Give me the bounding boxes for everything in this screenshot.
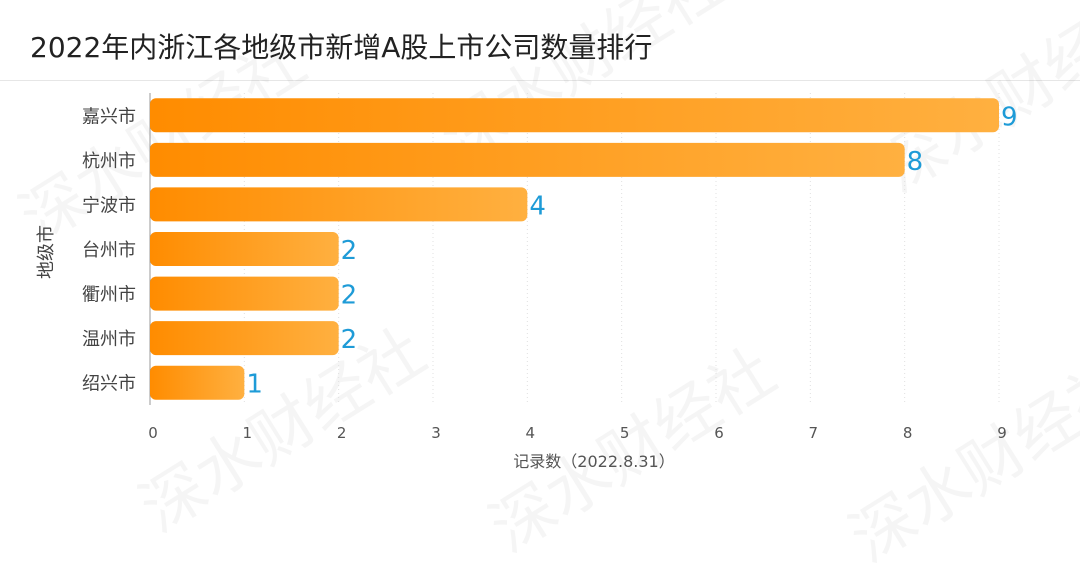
x-tick-label: 8 xyxy=(903,424,913,442)
bar xyxy=(150,232,339,266)
x-tick-label: 2 xyxy=(337,424,347,442)
bar xyxy=(150,142,905,177)
x-tick-label: 5 xyxy=(620,424,630,442)
data-label: 2 xyxy=(341,281,358,311)
bar xyxy=(150,365,245,400)
data-label: 2 xyxy=(341,325,358,355)
x-tick-label: 9 xyxy=(997,424,1007,442)
x-axis-title: 记录数（2022.8.31） xyxy=(513,452,674,471)
y-tick-label: 杭州市 xyxy=(82,151,136,172)
bar xyxy=(150,98,999,133)
y-tick-label: 嘉兴市 xyxy=(82,106,136,127)
y-tick-label: 绍兴市 xyxy=(82,374,136,395)
x-tick-label: 7 xyxy=(809,424,819,442)
y-tick-label: 台州市 xyxy=(82,240,136,261)
y-tick-label: 温州市 xyxy=(82,329,136,350)
bar xyxy=(150,321,339,356)
data-label: 1 xyxy=(246,370,263,400)
labels: 0 1 2 3 4 5 6 7 8 9 嘉兴市 9 杭州市 8 宁波市 4 台州市 2 衢州市 2 温州市 2 绍兴市 1 记录… xyxy=(36,102,1018,471)
data-label: 2 xyxy=(341,236,358,266)
data-label: 9 xyxy=(1001,102,1018,132)
bar xyxy=(150,276,339,311)
bar-chart: 0 1 2 3 4 5 6 7 8 9 嘉兴市 9 杭州市 8 宁波市 4 台州市 2 衢州市 2 温州市 2 绍兴市 1 记录… xyxy=(36,93,1018,471)
chart-title: 2022年内浙江各地级市新增A股上市公司数量排行 xyxy=(30,31,653,64)
y-tick-label: 衢州市 xyxy=(82,285,136,306)
y-tick-label: 宁波市 xyxy=(82,195,136,216)
title-divider xyxy=(0,80,1080,81)
x-tick-label: 0 xyxy=(148,424,158,442)
x-tick-label: 6 xyxy=(714,424,724,442)
y-axis-title: 地级市 xyxy=(36,225,57,279)
bar xyxy=(150,187,528,222)
data-label: 4 xyxy=(529,191,546,221)
x-tick-label: 4 xyxy=(526,424,536,442)
x-tick-label: 3 xyxy=(431,424,441,442)
x-tick-label: 1 xyxy=(243,424,253,442)
bars xyxy=(150,98,999,400)
data-label: 8 xyxy=(907,147,924,177)
